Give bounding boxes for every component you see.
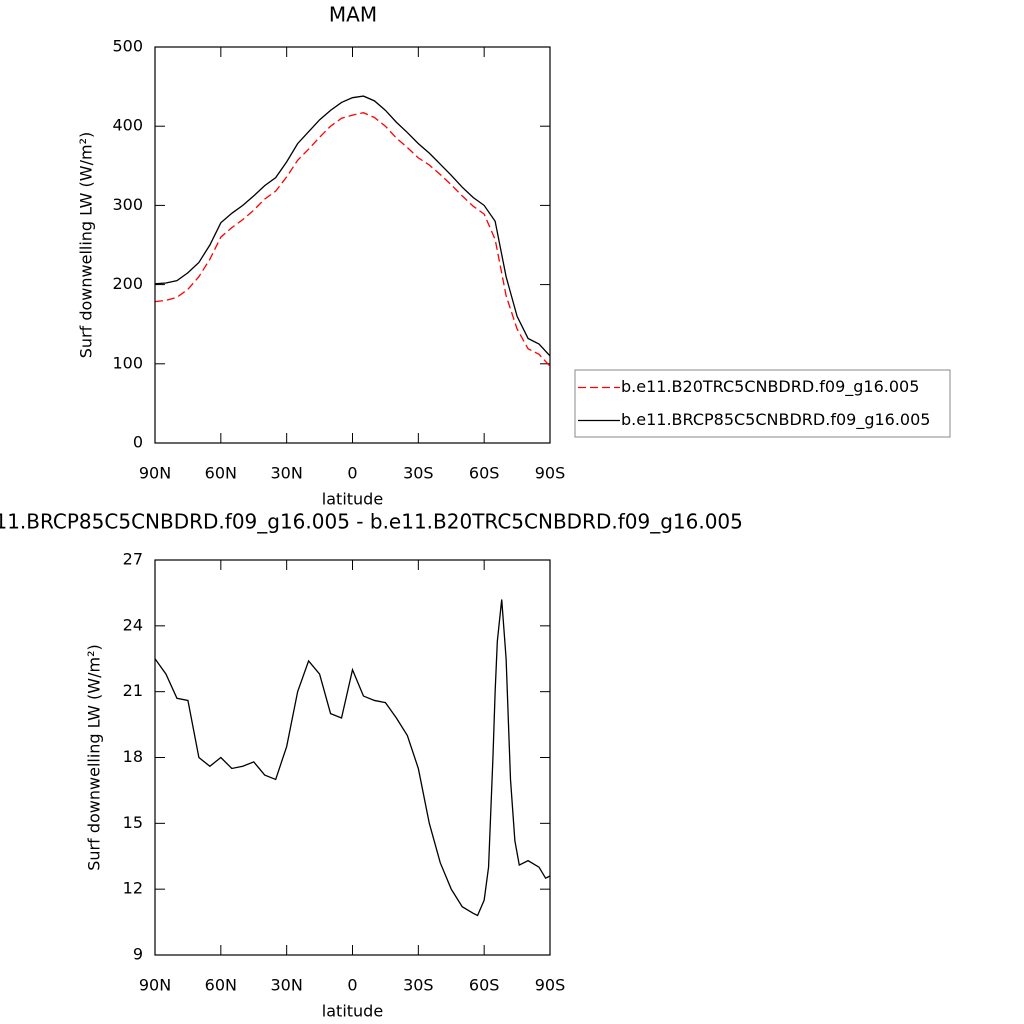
x-axis-label: latitude: [322, 490, 383, 509]
plot-frame: [154, 46, 551, 444]
x-tick-label: 60S: [469, 976, 500, 995]
y-tick-label: 9: [133, 945, 143, 964]
y-tick-label: 300: [112, 195, 143, 214]
y-tick-label: 15: [123, 813, 143, 832]
legend-label: b.e11.BRCP85C5CNBDRD.f09_g16.005: [621, 410, 930, 430]
y-tick-label: 400: [112, 116, 143, 135]
x-tick-label: 30N: [271, 976, 303, 995]
y-tick-label: 24: [123, 615, 143, 634]
y-tick-label: 18: [123, 747, 143, 766]
x-tick-label: 0: [347, 976, 357, 995]
data-line: [154, 95, 551, 357]
y-tick-label: 27: [123, 550, 143, 569]
y-axis-label: Surf downwelling LW (W/m²): [85, 644, 104, 870]
x-tick-label: 30S: [403, 976, 434, 995]
x-tick-label: 30N: [271, 464, 303, 483]
legend-label: b.e11.B20TRC5CNBDRD.f09_g16.005: [621, 377, 919, 397]
data-line: [154, 112, 551, 367]
y-tick-label: 200: [112, 274, 143, 293]
y-axis-label: Surf downwelling LW (W/m²): [77, 132, 96, 358]
x-tick-label: 90N: [139, 464, 171, 483]
y-tick-label: 0: [133, 433, 143, 452]
x-tick-label: 90S: [535, 976, 566, 995]
legend-box: [574, 369, 951, 438]
x-tick-label: 60S: [469, 464, 500, 483]
x-tick-label: 60N: [205, 976, 237, 995]
y-tick-label: 12: [123, 879, 143, 898]
x-tick-label: 90S: [535, 464, 566, 483]
data-line: [154, 599, 551, 917]
x-tick-label: 90N: [139, 976, 171, 995]
chart-title: b.e11.BRCP85C5CNBDRD.f09_g16.005 - b.e11…: [0, 510, 743, 534]
x-tick-label: 60N: [205, 464, 237, 483]
y-tick-label: 21: [123, 681, 143, 700]
chart-title: MAM: [329, 3, 377, 27]
x-axis-label: latitude: [322, 1002, 383, 1021]
x-tick-label: 30S: [403, 464, 434, 483]
y-tick-label: 100: [112, 353, 143, 372]
y-tick-label: 500: [112, 37, 143, 56]
plot-frame: [154, 559, 551, 956]
x-tick-label: 0: [347, 464, 357, 483]
